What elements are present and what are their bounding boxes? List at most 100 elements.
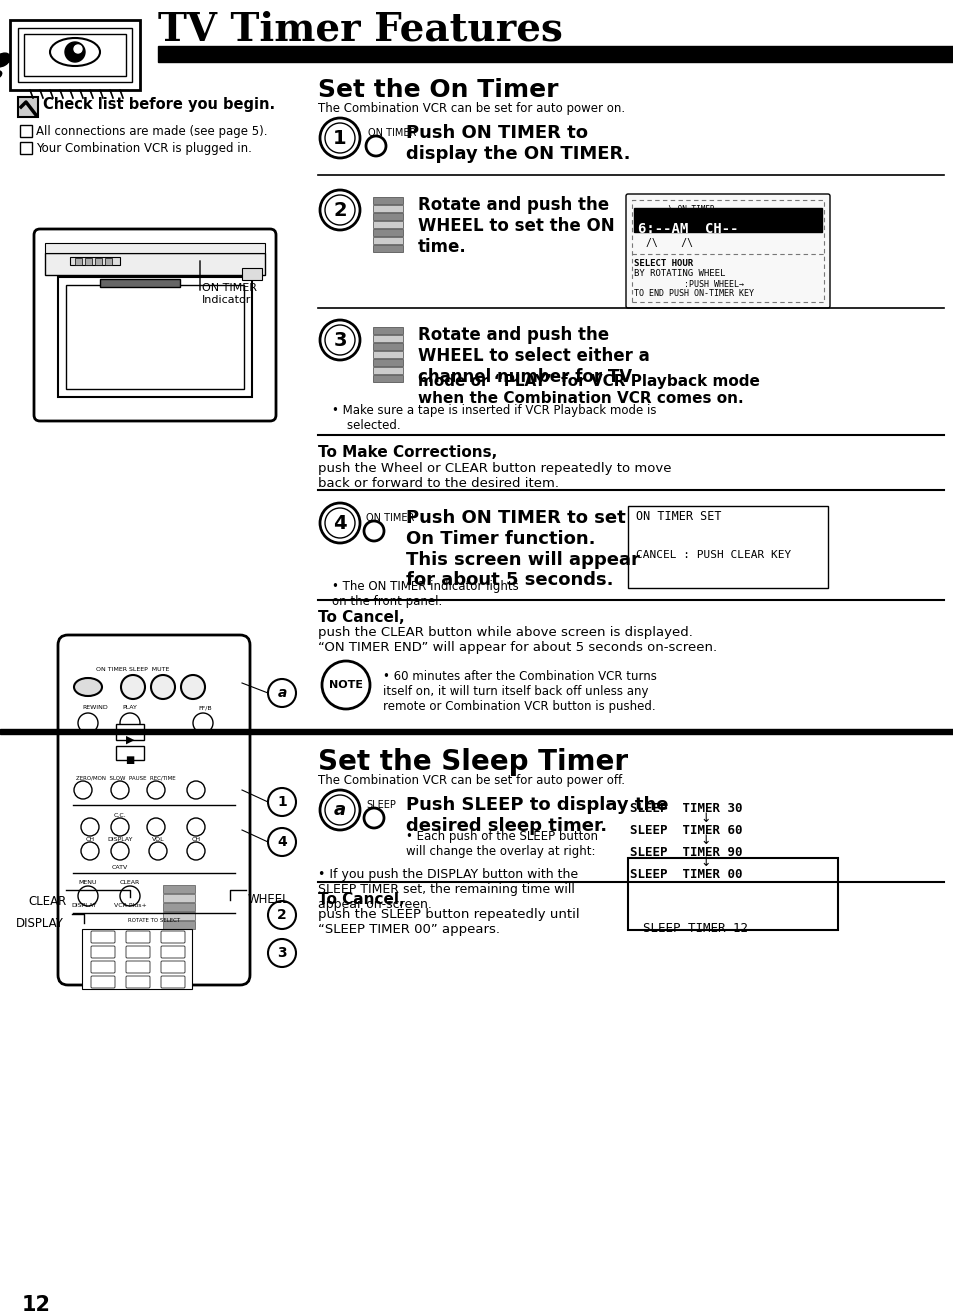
Circle shape <box>147 781 165 800</box>
Bar <box>163 885 194 893</box>
Circle shape <box>325 195 355 225</box>
Text: Push ON TIMER to set
On Timer function.
This screen will appear
for about 5 seco: Push ON TIMER to set On Timer function. … <box>406 509 639 589</box>
Circle shape <box>81 842 99 860</box>
Text: DISPLAY: DISPLAY <box>107 838 132 842</box>
FancyBboxPatch shape <box>34 229 275 421</box>
Circle shape <box>111 818 129 836</box>
Circle shape <box>120 713 140 732</box>
Text: REWIND: REWIND <box>82 705 108 710</box>
Bar <box>373 205 402 212</box>
Circle shape <box>319 118 359 158</box>
Text: ↓: ↓ <box>700 834 710 847</box>
Text: FF/B: FF/B <box>198 705 212 710</box>
Text: The Combination VCR can be set for auto power on.: The Combination VCR can be set for auto … <box>317 103 624 114</box>
Bar <box>85 258 91 266</box>
Text: - - - -\ ON TIMER - - - - - -: - - - -\ ON TIMER - - - - - - <box>636 204 769 213</box>
Circle shape <box>151 675 174 700</box>
Text: BY ROTATING WHEEL: BY ROTATING WHEEL <box>634 270 724 277</box>
Ellipse shape <box>50 38 100 66</box>
Bar <box>373 335 402 342</box>
Circle shape <box>268 901 295 928</box>
Bar <box>10 20 140 89</box>
FancyBboxPatch shape <box>91 961 115 973</box>
Bar <box>163 894 194 902</box>
Text: CLEAR: CLEAR <box>120 880 140 885</box>
Bar <box>24 34 126 76</box>
Circle shape <box>111 842 129 860</box>
Bar <box>373 229 402 235</box>
FancyBboxPatch shape <box>91 931 115 943</box>
FancyBboxPatch shape <box>161 931 185 943</box>
Text: WHEEL: WHEEL <box>248 893 290 906</box>
Circle shape <box>121 675 145 700</box>
Text: CH: CH <box>86 838 94 842</box>
Text: CANCEL : PUSH CLEAR KEY: CANCEL : PUSH CLEAR KEY <box>636 550 790 560</box>
Bar <box>373 359 402 366</box>
Text: Rotate and push the
WHEEL to select either a
channel number for TV: Rotate and push the WHEEL to select eith… <box>417 326 649 385</box>
Text: mode or “PLAY” for VCR Playback mode
when the Combination VCR comes on.: mode or “PLAY” for VCR Playback mode whe… <box>417 373 760 406</box>
Text: 3: 3 <box>277 945 287 960</box>
Bar <box>163 913 194 920</box>
Text: SLEEP  TIMER 30: SLEEP TIMER 30 <box>629 802 741 815</box>
Text: 12: 12 <box>22 1295 51 1315</box>
Circle shape <box>366 135 386 156</box>
FancyBboxPatch shape <box>161 976 185 988</box>
Text: ↓: ↓ <box>700 856 710 869</box>
Circle shape <box>120 886 140 906</box>
Circle shape <box>78 713 98 732</box>
Circle shape <box>319 790 359 830</box>
Text: ON TIMER: ON TIMER <box>368 128 416 138</box>
Text: To Cancel,: To Cancel, <box>317 610 404 625</box>
Text: 1: 1 <box>276 796 287 809</box>
Text: ■: ■ <box>125 755 134 765</box>
Bar <box>627 506 827 588</box>
Text: TV Timer Features: TV Timer Features <box>158 11 562 49</box>
Circle shape <box>78 886 98 906</box>
Text: ON TIMER: ON TIMER <box>366 513 414 523</box>
FancyBboxPatch shape <box>161 961 185 973</box>
Circle shape <box>193 713 213 732</box>
Text: ZERO/MON  SLOW  PAUSE  REC/TIME: ZERO/MON SLOW PAUSE REC/TIME <box>76 775 175 780</box>
Bar <box>116 746 144 760</box>
Bar <box>373 245 402 252</box>
Bar <box>82 928 192 989</box>
Text: VCR Plus+: VCR Plus+ <box>113 903 146 907</box>
Text: • Make sure a tape is inserted if VCR Playback mode is
    selected.: • Make sure a tape is inserted if VCR Pl… <box>332 404 656 433</box>
Bar <box>242 268 262 280</box>
Text: Push ON TIMER to
display the ON TIMER.: Push ON TIMER to display the ON TIMER. <box>406 124 630 163</box>
Bar <box>0 729 953 734</box>
Ellipse shape <box>0 71 2 79</box>
Bar <box>634 208 821 231</box>
Bar <box>100 279 180 287</box>
Bar <box>373 237 402 245</box>
Text: 3: 3 <box>333 330 346 350</box>
Bar <box>373 221 402 227</box>
Text: NOTE: NOTE <box>329 680 363 690</box>
Text: MENU: MENU <box>79 880 97 885</box>
Text: ON TIMER
Indicator: ON TIMER Indicator <box>202 283 256 305</box>
FancyBboxPatch shape <box>126 931 150 943</box>
Text: ON TIMER SLEEP  MUTE: ON TIMER SLEEP MUTE <box>96 667 170 672</box>
Text: CATV: CATV <box>112 865 128 871</box>
Circle shape <box>149 842 167 860</box>
Circle shape <box>268 828 295 856</box>
Text: /\    /\: /\ /\ <box>645 238 692 249</box>
Text: CH: CH <box>192 838 200 842</box>
Text: :PUSH WHEEL→: :PUSH WHEEL→ <box>634 280 743 289</box>
Bar <box>163 903 194 911</box>
Text: SLEEP TIMER 12: SLEEP TIMER 12 <box>642 922 747 935</box>
Text: push the CLEAR button while above screen is displayed.
“ON TIMER END” will appea: push the CLEAR button while above screen… <box>317 626 717 654</box>
Text: SLEEP: SLEEP <box>366 800 395 810</box>
FancyBboxPatch shape <box>161 945 185 959</box>
Text: 4: 4 <box>276 835 287 849</box>
Bar <box>627 857 837 930</box>
Text: To Make Corrections,: To Make Corrections, <box>317 444 497 460</box>
Text: • 60 minutes after the Combination VCR turns
itself on, it will turn itself back: • 60 minutes after the Combination VCR t… <box>382 671 657 713</box>
Bar <box>18 97 38 117</box>
Bar <box>158 46 953 62</box>
Text: ROTATE TO SELECT: ROTATE TO SELECT <box>128 918 180 923</box>
Text: 2: 2 <box>333 200 347 220</box>
FancyBboxPatch shape <box>126 945 150 959</box>
Circle shape <box>322 661 370 709</box>
Circle shape <box>65 42 85 62</box>
